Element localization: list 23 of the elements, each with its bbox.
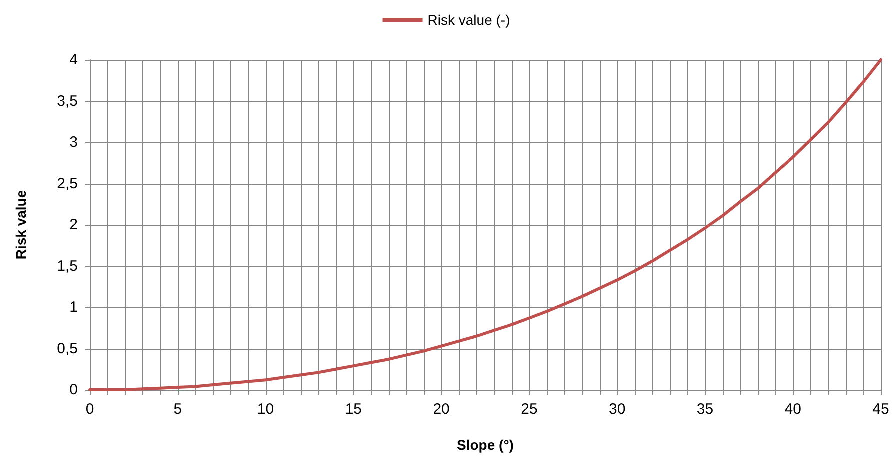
line-series: [88, 58, 882, 392]
x-tick-label: 15: [345, 401, 362, 418]
x-tick-label: 45: [872, 401, 890, 418]
y-tick-label: 1: [70, 299, 78, 316]
x-tick-label: 25: [521, 401, 538, 418]
y-tick-label: 3,5: [57, 92, 78, 110]
x-axis-title: Slope (°): [457, 437, 514, 453]
x-tick-label: 35: [696, 401, 714, 418]
y-tick-label: 2: [70, 216, 78, 234]
x-tick-label: 10: [257, 401, 274, 418]
y-tick-label: 1,5: [57, 258, 78, 275]
y-tick-label: 4: [70, 52, 78, 68]
y-tick-label: 2,5: [57, 175, 78, 192]
x-tick-label: 0: [86, 401, 94, 418]
x-tick-label: 20: [433, 401, 450, 418]
x-tick-label: 40: [784, 401, 802, 418]
legend-label: Risk value (-): [428, 12, 510, 28]
x-tick-label: 30: [608, 401, 626, 418]
y-tick-label: 0,5: [57, 340, 78, 358]
y-tick-label: 3: [70, 134, 78, 151]
y-axis-title: Risk value: [13, 190, 29, 260]
x-tick-label: 5: [174, 401, 182, 418]
y-tick-label: 0: [70, 382, 78, 398]
